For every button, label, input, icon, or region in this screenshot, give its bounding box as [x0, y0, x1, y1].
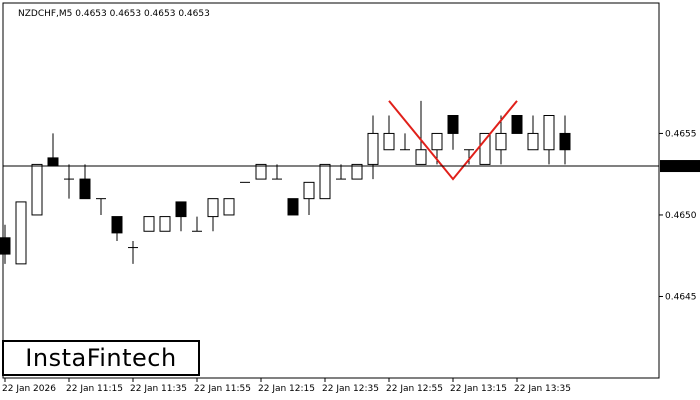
candle [111, 216, 123, 242]
candle-body [447, 115, 459, 134]
logo-text: InstaFintech [25, 344, 177, 372]
candle [464, 149, 474, 165]
candle-body [31, 163, 43, 216]
candle [159, 216, 171, 232]
candle [559, 115, 571, 165]
y-axis: 0.4655 0.4650 0.4645 [659, 129, 697, 302]
candle [223, 198, 235, 216]
candle-body [111, 216, 123, 234]
candle [511, 115, 523, 134]
candle-body [207, 198, 219, 218]
candle [447, 115, 459, 150]
candle [287, 198, 299, 216]
x-axis: 22 Jan 2026 22 Jan 11:15 22 Jan 11:35 22 Ja… [2, 378, 571, 394]
candle [543, 115, 555, 165]
candle [79, 164, 91, 200]
candle [272, 164, 282, 180]
current-price-box [660, 160, 700, 173]
candle-body [495, 132, 507, 151]
candle [64, 164, 74, 199]
candle-body [287, 198, 299, 216]
candle [175, 201, 187, 232]
candle [479, 132, 491, 165]
x-tick-label: 22 Jan 13:15 [450, 384, 507, 394]
candle-body [367, 132, 379, 165]
candle [336, 164, 346, 180]
candle [383, 115, 395, 151]
plot-area [2, 2, 660, 379]
x-tick-label: 22 Jan 11:55 [194, 384, 251, 394]
candle-body [383, 132, 395, 151]
candle-body [527, 132, 539, 151]
candle [303, 181, 315, 215]
chart-title: NZDCHF,M5 0.4653 0.4653 0.4653 0.4653 [18, 9, 210, 19]
double-top-pattern-line [388, 100, 518, 181]
candle [527, 115, 539, 151]
candle-body [0, 237, 11, 255]
candle-body [479, 132, 491, 165]
candle-body [223, 198, 235, 216]
candle-body [79, 178, 91, 200]
x-tick-label: 22 Jan 12:35 [322, 384, 379, 394]
candle [0, 224, 11, 264]
candle-body [415, 149, 427, 165]
x-tick-label: 22 Jan 2026 [2, 384, 56, 394]
candle [400, 133, 410, 151]
x-tick-label: 22 Jan 12:15 [258, 384, 315, 394]
candle-body [543, 115, 555, 151]
candle-body [143, 216, 155, 232]
candle [192, 216, 202, 232]
current-price-label: 0.4653 [660, 160, 700, 173]
candle [96, 198, 106, 215]
candle [15, 201, 27, 265]
candles-group [0, 100, 571, 265]
candle-body [159, 216, 171, 232]
x-tick-label: 22 Jan 11:15 [66, 384, 123, 394]
candle [128, 241, 138, 264]
candle [351, 163, 363, 180]
candle [31, 163, 43, 216]
candle-body [47, 157, 59, 167]
candle-body [15, 201, 27, 265]
candle [319, 163, 331, 200]
instafintech-logo: InstaFintech [2, 340, 200, 376]
x-tick-label: 22 Jan 13:35 [514, 384, 571, 394]
candle [415, 100, 427, 165]
candle [143, 216, 155, 232]
candle-body [351, 163, 363, 180]
candle-body [175, 201, 187, 218]
candle-body [255, 163, 267, 180]
candle-body [511, 115, 523, 134]
candle-body [559, 132, 571, 151]
y-tick-label: 0.4645 [665, 292, 697, 302]
candle [495, 115, 507, 165]
candle [207, 198, 219, 232]
current-price-text: 0.4653 [663, 162, 695, 172]
candle [255, 163, 267, 180]
pattern-group [388, 100, 518, 181]
x-tick-label: 22 Jan 11:35 [130, 384, 187, 394]
candle-body [303, 181, 315, 200]
y-tick-label: 0.4655 [665, 129, 697, 139]
candle [367, 115, 379, 180]
y-tick-label: 0.4650 [665, 211, 697, 221]
candle-body [319, 163, 331, 200]
candle-body [431, 132, 443, 151]
x-tick-label: 22 Jan 12:55 [386, 384, 443, 394]
